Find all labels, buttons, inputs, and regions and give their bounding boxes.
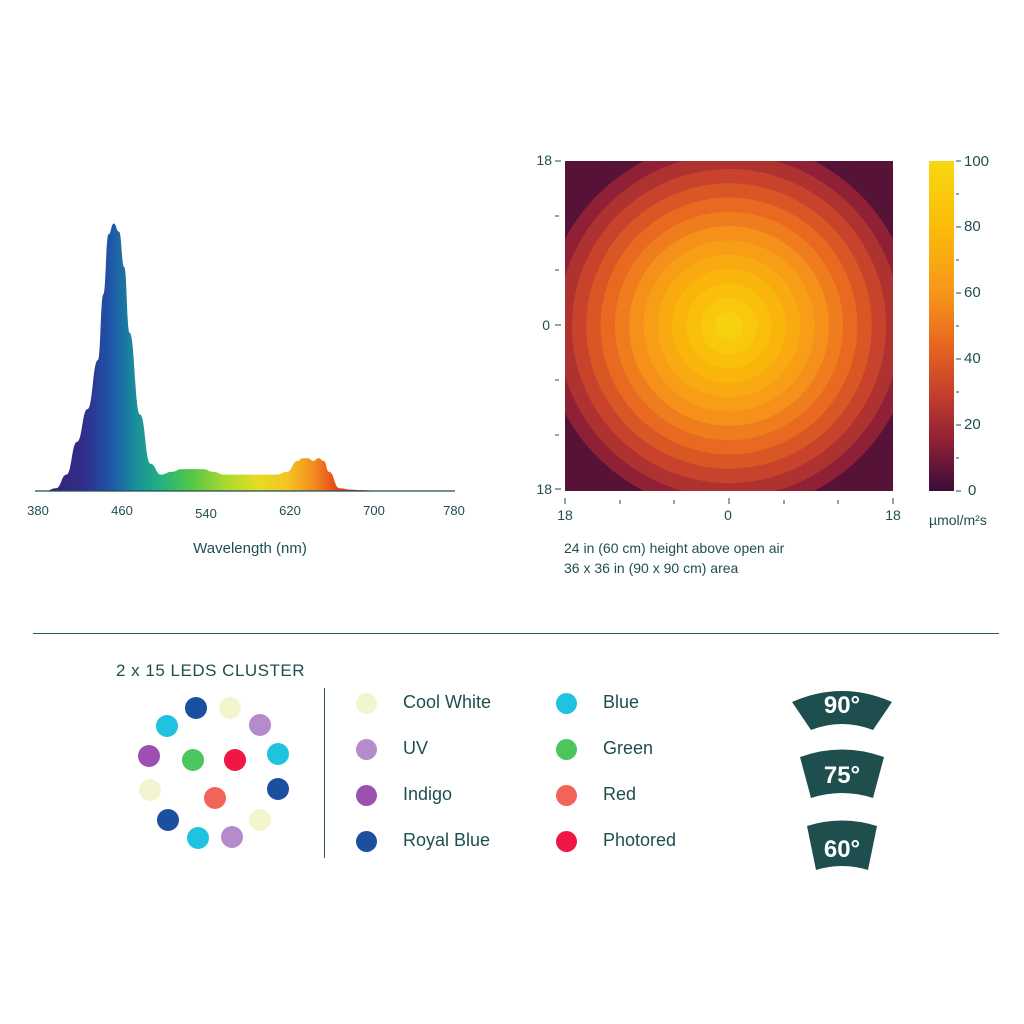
- heatmap-ytick-bottom: 18: [536, 481, 552, 497]
- heatmap-xtick-right: 18: [885, 507, 901, 523]
- colorbar-tick-40: 40: [964, 350, 981, 367]
- legend-label-red: Red: [603, 784, 637, 804]
- legend-label-royal-blue: Royal Blue: [403, 830, 491, 850]
- colorbar-tick-80: 80: [964, 218, 981, 235]
- legend-label-green: Green: [603, 738, 654, 758]
- cluster-led-dot: [138, 745, 160, 767]
- cluster-title: 2 x 15 LEDS CLUSTER: [116, 661, 306, 680]
- spectrum-tick-780: 780: [443, 503, 465, 518]
- cluster-led-dot: [267, 778, 289, 800]
- cluster-led-dot: [219, 697, 241, 719]
- legend-label-uv: UV: [403, 738, 429, 758]
- cluster-led-dot: [267, 743, 289, 765]
- beam-angle-75-badge: 75°: [800, 749, 884, 798]
- heatmap-rings: [565, 161, 893, 491]
- cluster-led-dot: [185, 697, 207, 719]
- legend-label-photored: Photored: [603, 830, 677, 850]
- heatmap-ytick-mid: 0: [542, 317, 550, 333]
- cluster-led-dot: [221, 826, 243, 848]
- colorbar-tick-60: 60: [964, 284, 981, 301]
- legend-label-cool-white: Cool White: [403, 692, 492, 712]
- legend-swatch-photored: [556, 831, 577, 852]
- legend-swatch-red: [556, 785, 577, 806]
- cluster-led-dot: [156, 715, 178, 737]
- heatmap-plot: [565, 161, 893, 491]
- heatmap-xtick-left: 18: [557, 507, 573, 523]
- heatmap-caption-line2: 36 x 36 in (90 x 90 cm) area: [564, 560, 739, 576]
- legend-swatch-uv: [356, 739, 377, 760]
- cluster-led-dot: [187, 827, 209, 849]
- cluster-led-dot: [224, 749, 246, 771]
- colorbar-tick-0: 0: [968, 482, 976, 499]
- led-legend: Cool White UV Indigo Royal Blue Blue Gre…: [350, 688, 750, 868]
- cluster-legend-divider: [324, 688, 325, 858]
- spectrum-xlabel: Wavelength (nm): [193, 540, 307, 557]
- spectrum-tick-700: 700: [363, 503, 385, 518]
- heatmap-axes: 18 0 18 18 0 18: [536, 152, 901, 523]
- cluster-led-dot: [139, 779, 161, 801]
- spectrum-tick-620: 620: [279, 503, 301, 518]
- spectrum-tick-460: 460: [111, 503, 133, 518]
- cluster-led-dot: [182, 749, 204, 771]
- heatmap-ytick-top: 18: [536, 152, 552, 168]
- cluster-led-dot: [249, 809, 271, 831]
- cluster-led-dot: [204, 787, 226, 809]
- heatmap-ring: [715, 312, 743, 340]
- beam-angle-90-badge: 90°: [792, 691, 892, 730]
- beam-angle-60-label: 60°: [824, 836, 860, 863]
- colorbar-tick-20: 20: [964, 416, 981, 433]
- heatmap-xtick-mid: 0: [724, 507, 732, 523]
- beam-angle-75-label: 75°: [824, 762, 860, 789]
- colorbar-tick-100: 100: [964, 153, 989, 170]
- section-divider: [33, 633, 999, 634]
- legend-swatch-green: [556, 739, 577, 760]
- legend-label-blue: Blue: [603, 692, 640, 712]
- led-cluster: [130, 690, 300, 860]
- colorbar-unit: µmol/m²s: [929, 512, 987, 528]
- spectrum-tick-540: 540: [195, 506, 217, 521]
- beam-angle-60-badge: 60°: [807, 820, 877, 870]
- colorbar: [929, 161, 954, 491]
- spectrum-chart: 380 460 540 620 700 780 Wavelength (nm): [27, 223, 465, 557]
- legend-swatch-blue: [556, 693, 577, 714]
- spectrum-area: [35, 223, 455, 491]
- colorbar-axis: 100 80 60 40 20 0: [956, 153, 989, 499]
- legend-swatch-royal-blue: [356, 831, 377, 852]
- legend-swatch-cool-white: [356, 693, 377, 714]
- heatmap-caption-line1: 24 in (60 cm) height above open air: [564, 540, 785, 556]
- legend-label-indigo: Indigo: [403, 784, 453, 804]
- beam-angle-90-label: 90°: [824, 692, 860, 719]
- cluster-led-dot: [249, 714, 271, 736]
- cluster-led-dot: [157, 809, 179, 831]
- legend-swatch-indigo: [356, 785, 377, 806]
- beam-angle-badges: 90° 75° 60°: [792, 691, 892, 870]
- spectrum-tick-380: 380: [27, 503, 49, 518]
